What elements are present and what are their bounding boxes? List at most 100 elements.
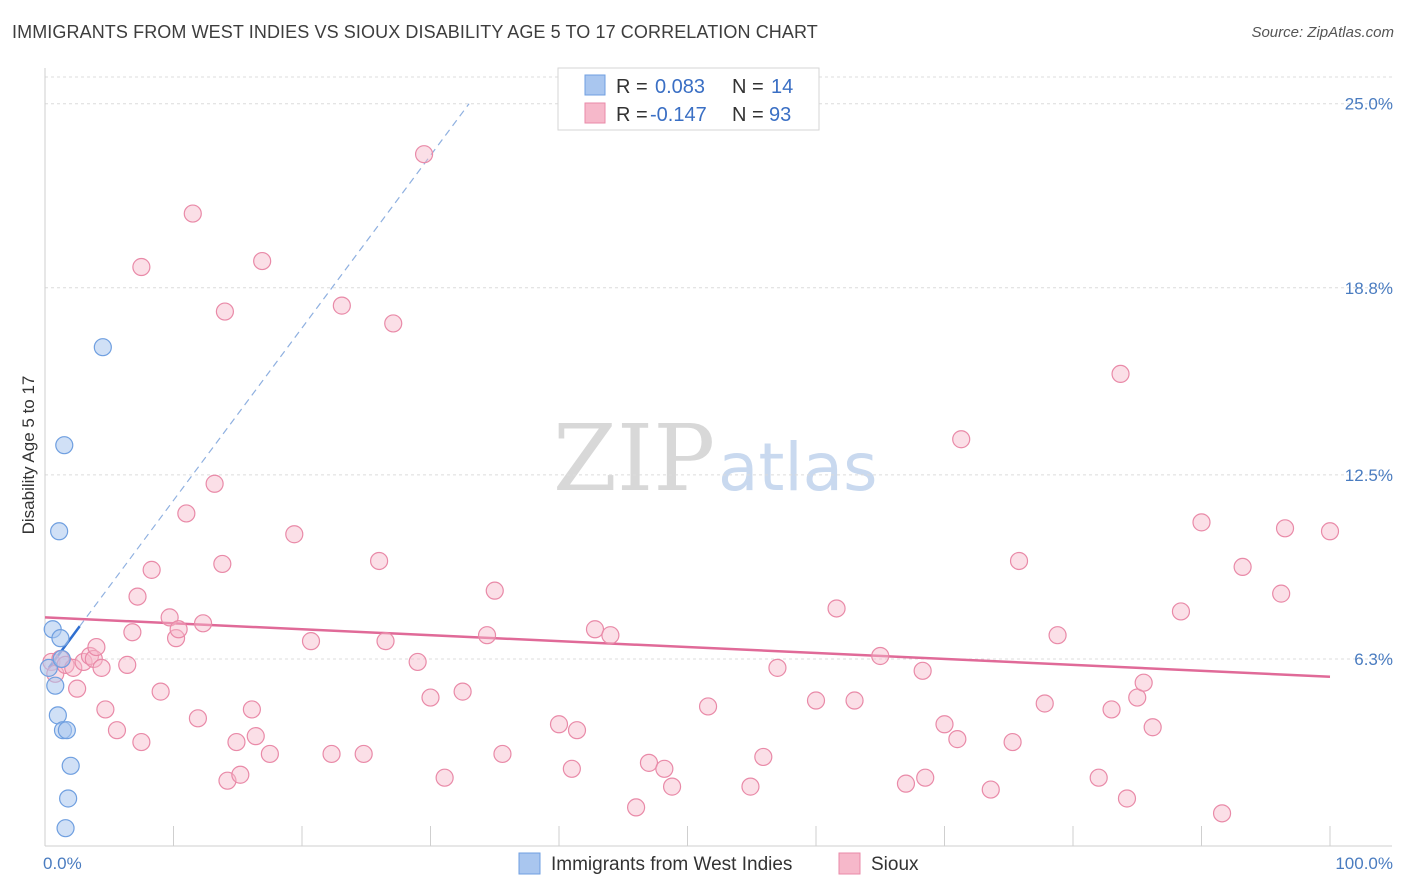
- data-point-west-indies: [56, 819, 75, 838]
- data-point-sioux: [384, 314, 403, 333]
- data-point-sioux: [913, 661, 932, 680]
- data-point-sioux: [453, 682, 472, 701]
- data-point-sioux: [1192, 513, 1211, 532]
- data-point-sioux: [935, 715, 954, 734]
- chart-title: IMMIGRANTS FROM WEST INDIES VS SIOUX DIS…: [12, 22, 818, 42]
- data-point-sioux: [1003, 732, 1022, 752]
- data-point-sioux: [193, 614, 213, 633]
- data-point-sioux: [567, 721, 587, 740]
- legend-n-label-a: N =: [732, 76, 764, 98]
- data-point-west-indies: [93, 338, 112, 357]
- bottom-legend-swatch-a: [518, 852, 541, 875]
- data-point-sioux: [827, 599, 846, 618]
- data-point-sioux: [549, 715, 569, 734]
- data-point-sioux: [118, 655, 137, 674]
- chart-source: Source: ZipAtlas.com: [1251, 24, 1394, 41]
- data-point-sioux: [92, 658, 111, 677]
- data-point-sioux: [485, 581, 504, 600]
- data-point-sioux: [246, 727, 265, 746]
- data-point-sioux: [132, 732, 151, 752]
- data-point-sioux: [896, 774, 916, 793]
- data-point-west-indies: [51, 629, 70, 648]
- data-point-sioux: [806, 691, 826, 710]
- data-point-sioux: [96, 700, 115, 719]
- data-point-sioux: [213, 554, 232, 574]
- bottom-legend-label-a: Immigrants from West Indies: [551, 854, 792, 875]
- data-point-sioux: [948, 730, 967, 749]
- trend-layer: [44, 103, 1331, 679]
- legend-r-label-b: R =: [616, 104, 648, 126]
- data-point-sioux: [301, 632, 321, 651]
- bottom-legend-swatch-b: [838, 852, 861, 875]
- data-point-sioux: [1134, 673, 1153, 692]
- data-point-sioux: [952, 430, 971, 449]
- data-point-sioux: [655, 759, 674, 778]
- data-point-sioux: [414, 145, 434, 164]
- y-tick-label: 25.0%: [1345, 95, 1393, 114]
- watermark-atlas: atlas: [718, 429, 878, 506]
- data-point-sioux: [354, 744, 373, 764]
- data-point-sioux: [169, 620, 188, 639]
- data-point-sioux: [639, 753, 659, 772]
- x-tick-label: 0.0%: [43, 854, 82, 873]
- data-point-sioux: [231, 765, 250, 784]
- data-point-sioux: [242, 700, 261, 719]
- data-point-west-indies: [50, 522, 69, 541]
- data-point-sioux: [188, 709, 208, 728]
- data-point-sioux: [1048, 626, 1067, 645]
- data-point-sioux: [585, 620, 605, 639]
- data-point-sioux: [1272, 584, 1291, 603]
- data-point-sioux: [370, 551, 389, 571]
- data-point-sioux: [183, 204, 202, 223]
- data-point-sioux: [626, 798, 646, 817]
- trend-extension-west-indies: [79, 103, 470, 627]
- trend-line-sioux: [44, 616, 1331, 679]
- data-point-sioux: [332, 296, 351, 315]
- data-point-sioux: [322, 744, 341, 764]
- data-point-sioux: [205, 474, 224, 493]
- data-point-west-indies: [55, 436, 74, 455]
- data-point-sioux: [132, 257, 151, 277]
- data-point-west-indies: [57, 721, 76, 740]
- data-point-west-indies: [59, 789, 78, 808]
- data-point-sioux: [1212, 804, 1232, 823]
- legend-n-label-b: N =: [732, 104, 764, 126]
- legend-r-value-a: 0.083: [655, 76, 705, 98]
- data-point-sioux: [123, 623, 142, 642]
- legend-r-label-a: R =: [616, 76, 648, 98]
- data-point-west-indies: [52, 649, 71, 669]
- data-point-sioux: [1035, 694, 1054, 713]
- data-point-sioux: [1111, 364, 1130, 384]
- y-tick-label: 18.8%: [1345, 279, 1393, 298]
- watermark: ZIP atlas: [553, 405, 878, 512]
- data-point-sioux: [768, 658, 787, 677]
- data-point-sioux: [142, 560, 161, 579]
- data-point-sioux: [435, 768, 454, 787]
- data-point-sioux: [477, 626, 497, 645]
- legend-swatch-a: [584, 74, 606, 96]
- data-point-sioux: [285, 525, 304, 544]
- data-point-sioux: [916, 768, 935, 787]
- data-point-sioux: [601, 626, 620, 645]
- data-point-sioux: [562, 759, 581, 778]
- data-point-west-indies: [61, 756, 80, 775]
- data-point-sioux: [1117, 789, 1137, 808]
- data-point-sioux: [1233, 557, 1252, 577]
- legend-n-value-b: 93: [769, 104, 791, 126]
- y-axis-label: Disability Age 5 to 17: [19, 376, 38, 535]
- data-point-sioux: [253, 251, 272, 271]
- data-point-sioux: [1009, 551, 1029, 571]
- data-point-sioux: [128, 587, 147, 606]
- bottom-legend: Immigrants from West Indies Sioux: [518, 852, 919, 875]
- data-point-sioux: [741, 777, 760, 796]
- data-point-west-indies: [39, 658, 58, 677]
- data-point-sioux: [1275, 519, 1295, 538]
- data-point-sioux: [151, 682, 170, 701]
- y-tick-label: 12.5%: [1345, 466, 1393, 485]
- y-tick-label: 6.3%: [1354, 650, 1393, 669]
- data-point-sioux: [1089, 768, 1108, 787]
- data-point-sioux: [376, 632, 395, 651]
- data-point-sioux: [493, 744, 512, 764]
- data-point-sioux: [68, 679, 87, 698]
